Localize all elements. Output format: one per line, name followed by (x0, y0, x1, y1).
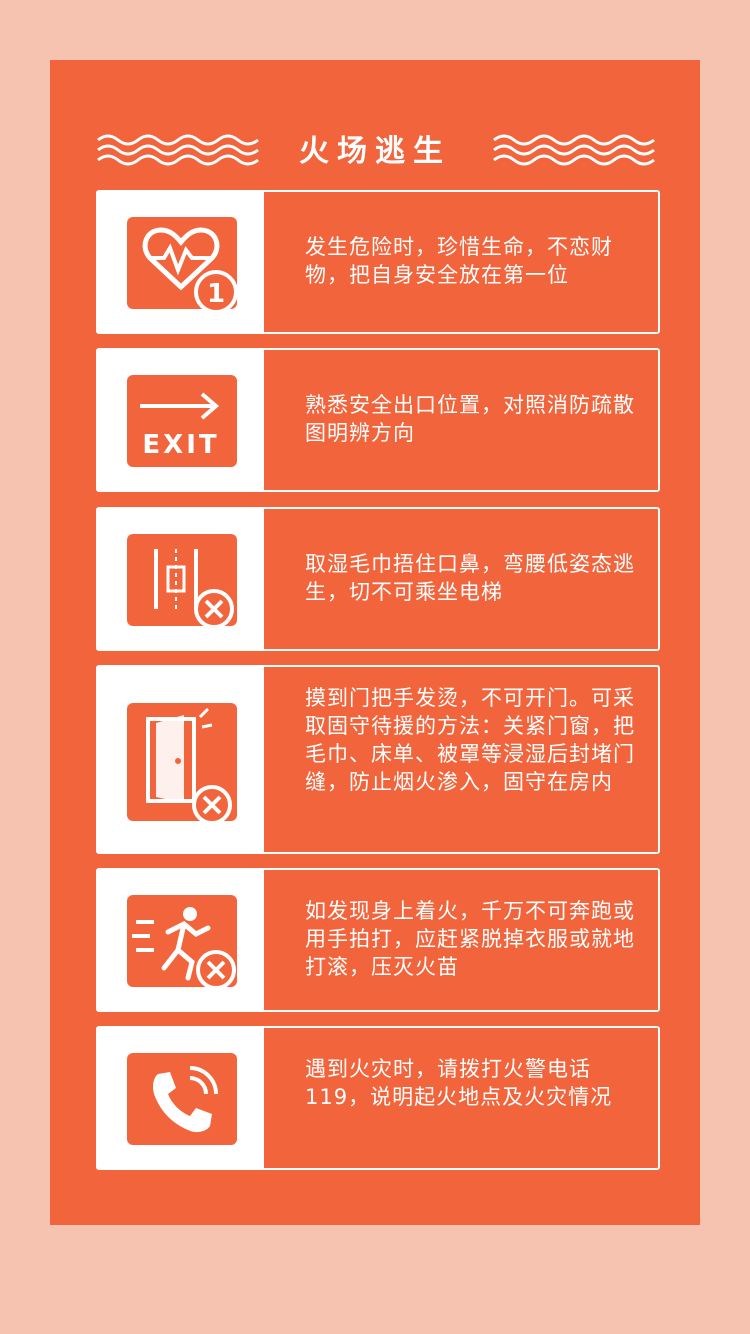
tip-card-2: EXIT 熟悉安全出口位置，对照消防疏散图明辨方向 (96, 348, 660, 492)
icon-box (98, 870, 264, 1010)
tip-text: 遇到火灾时，请拨打火警电话119，说明起火地点及火灾情况 (305, 1057, 613, 1109)
icon-box (98, 667, 264, 852)
no-elevator-icon (154, 549, 234, 629)
title-row: 火场逃生 (50, 122, 700, 178)
tip-card-4: 摸到门把手发烫，不可开门。可采取固守待援的方法：关紧门窗，把毛巾、床单、被罩等浸… (96, 665, 660, 854)
icon-box (98, 509, 264, 649)
wave-decoration-right (493, 134, 655, 166)
icon-box: 1 (98, 192, 264, 332)
tip-text: 摸到门把手发烫，不可开门。可采取固守待援的方法：关紧门窗，把毛巾、床单、被罩等浸… (305, 686, 635, 794)
tip-card-6: 遇到火灾时，请拨打火警电话119，说明起火地点及火灾情况 (96, 1026, 660, 1170)
heart-pulse-first-icon: 1 (142, 227, 238, 314)
no-open-door-icon (146, 707, 232, 825)
tip-card-5: 如发现身上着火，千万不可奔跑或用手拍打，应赶紧脱掉衣服或就地打滚，压灭火苗 (96, 868, 660, 1012)
tip-text: 熟悉安全出口位置，对照消防疏散图明辨方向 (305, 393, 635, 445)
tip-text: 取湿毛巾捂住口鼻，弯腰低姿态逃生，切不可乘坐电梯 (305, 552, 635, 604)
tip-card-3: 取湿毛巾捂住口鼻，弯腰低姿态逃生，切不可乘坐电梯 (96, 507, 660, 651)
wave-decoration-left (97, 134, 259, 166)
icon-box: EXIT (98, 350, 264, 490)
main-panel: 火场逃生 1 发生危险时，珍惜生命，不恋财物，把自身安全放在第一位 (50, 60, 700, 1225)
page-title: 火场逃生 (299, 134, 451, 169)
svg-text:EXIT: EXIT (142, 430, 219, 460)
tip-card-1: 1 发生危险时，珍惜生命，不恋财物，把自身安全放在第一位 (96, 190, 660, 334)
no-running-icon (132, 907, 236, 990)
tip-text: 发生危险时，珍惜生命，不恋财物，把自身安全放在第一位 (305, 235, 613, 287)
exit-sign-icon: EXIT (140, 392, 220, 460)
icon-box (98, 1028, 264, 1168)
tip-text: 如发现身上着火，千万不可奔跑或用手拍打，应赶紧脱掉衣服或就地打滚，压灭火苗 (305, 899, 635, 979)
svg-text:1: 1 (207, 279, 225, 309)
phone-call-icon (153, 1066, 218, 1133)
